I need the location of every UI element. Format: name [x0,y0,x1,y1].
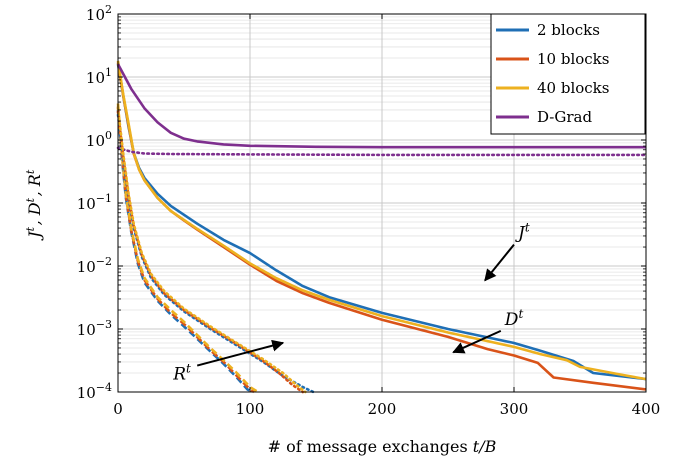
series-line-10 [116,106,307,394]
legend-box [490,13,646,135]
legend: 2 blocks 10 blocks 40 blocks D-Grad [490,13,646,135]
y-axis-label: Jt , Dt , Rt [24,168,44,241]
x-axis-label: # of message exchanges t/B [268,437,497,456]
series-line-2 [116,60,647,381]
y-tick-label: 10−4 [77,381,112,402]
annotation-label-2: Rt [172,362,191,385]
series-line-4 [116,146,648,157]
annotation-arrow-0 [484,243,515,282]
x-tick-label: 400 [632,400,661,418]
series-line-7 [116,103,259,394]
annotation-label-1: Dt [504,307,524,330]
x-tick-label: 300 [500,400,529,418]
legend-label-2: 40 blocks [537,79,609,97]
y-tick-label: 100 [86,129,112,150]
series-line-3 [116,63,646,149]
x-tick-label: 200 [368,400,397,418]
y-tick-label: 10−1 [77,192,112,213]
series-line-9 [116,110,305,394]
legend-label-0: 2 blocks [537,21,600,39]
annotations: Jt Dt Rt [172,221,530,385]
y-tick-label: 10−2 [77,255,112,276]
x-tick-label: 100 [236,400,265,418]
legend-label-1: 10 blocks [537,50,609,68]
series-layer [116,60,648,394]
y-tick-label: 10−3 [77,318,112,339]
annotation-arrow-2 [196,339,285,367]
annotation-arrow-1 [452,329,502,354]
y-tick-label: 101 [86,66,112,87]
y-tick-label: 102 [86,3,112,24]
series-line-8 [116,113,315,394]
annotation-label-0: Jt [515,221,530,244]
x-tick-label: 0 [113,400,123,418]
legend-label-3: D-Grad [537,108,592,126]
ticks: 0 100 200 300 400 102 101 100 10−1 10−2 10−3 10−4 [77,3,661,418]
